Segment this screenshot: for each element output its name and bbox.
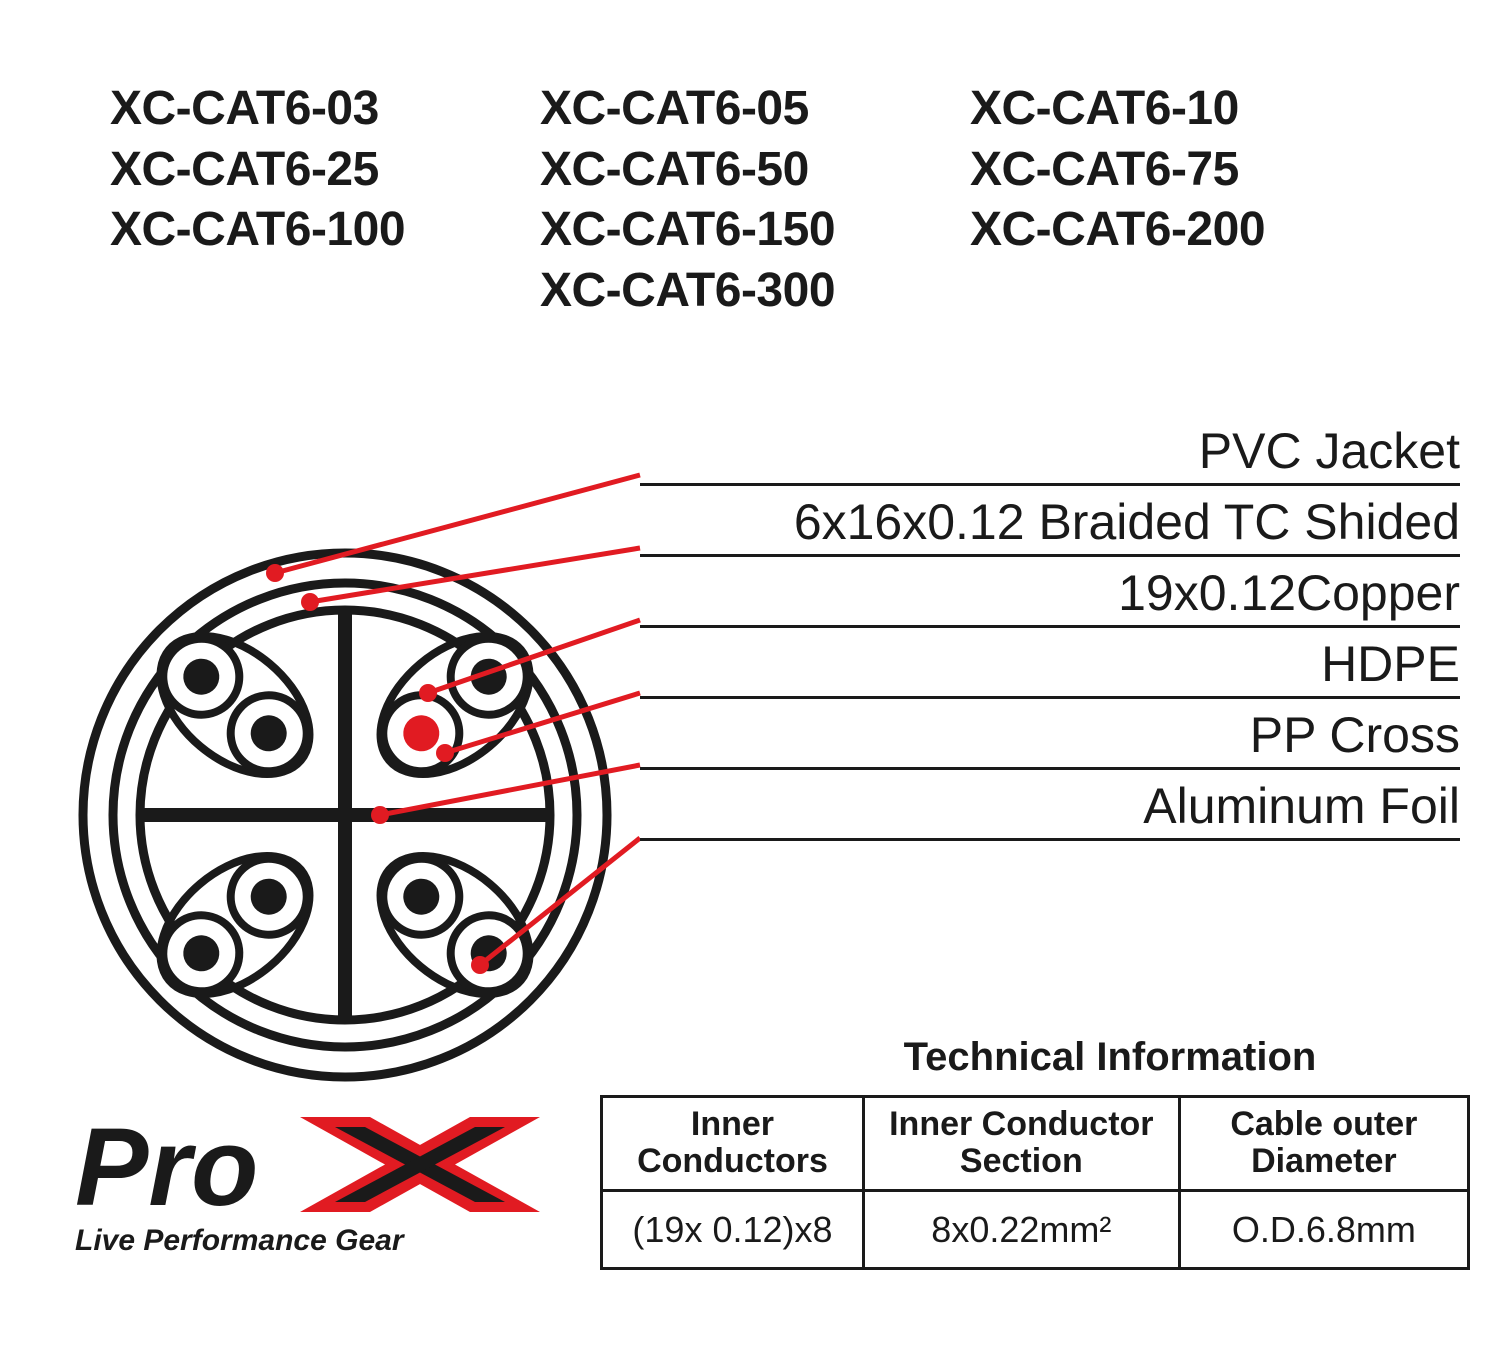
tech-cell: 8x0.22mm² (863, 1190, 1179, 1269)
sku-list: XC-CAT6-03 XC-CAT6-05 XC-CAT6-10 XC-CAT6… (110, 80, 1400, 320)
cable-cross-section-diagram (60, 530, 630, 1100)
sku: XC-CAT6-200 (970, 201, 1400, 260)
tech-cell: (19x 0.12)x8 (602, 1190, 864, 1269)
sku: XC-CAT6-10 (970, 80, 1400, 139)
layer-label: PVC Jacket (640, 415, 1460, 486)
layer-label: 19x0.12Copper (640, 557, 1460, 628)
tech-info-table: Inner Conductors Inner Conductor Section… (600, 1095, 1470, 1270)
sku: XC-CAT6-100 (110, 201, 540, 260)
sku: XC-CAT6-03 (110, 80, 540, 139)
logo-tagline: Live Performance Gear (75, 1224, 406, 1257)
layer-label: 6x16x0.12 Braided TC Shided (640, 486, 1460, 557)
layer-labels: PVC Jacket 6x16x0.12 Braided TC Shided 1… (640, 415, 1460, 841)
prox-logo-svg: Pro Live Performance Gear (75, 1105, 575, 1305)
layer-label: Aluminum Foil (640, 770, 1460, 841)
sku: XC-CAT6-50 (540, 141, 970, 200)
tech-cell: O.D.6.8mm (1179, 1190, 1468, 1269)
logo-pro-text: Pro (75, 1106, 258, 1229)
sku: XC-CAT6-150 (540, 201, 970, 260)
sku: XC-CAT6-05 (540, 80, 970, 139)
tech-col-header: Cable outer Diameter (1179, 1097, 1468, 1191)
tech-col-header: Inner Conductors (602, 1097, 864, 1191)
sku: XC-CAT6-25 (110, 141, 540, 200)
prox-logo: Pro Live Performance Gear (75, 1105, 575, 1310)
layer-label: PP Cross (640, 699, 1460, 770)
tech-info-title: Technical Information (760, 1035, 1460, 1080)
logo-x-icon (300, 1117, 540, 1212)
tech-col-header: Inner Conductor Section (863, 1097, 1179, 1191)
layer-label: HDPE (640, 628, 1460, 699)
sku: XC-CAT6-75 (970, 141, 1400, 200)
sku: XC-CAT6-300 (540, 262, 970, 321)
